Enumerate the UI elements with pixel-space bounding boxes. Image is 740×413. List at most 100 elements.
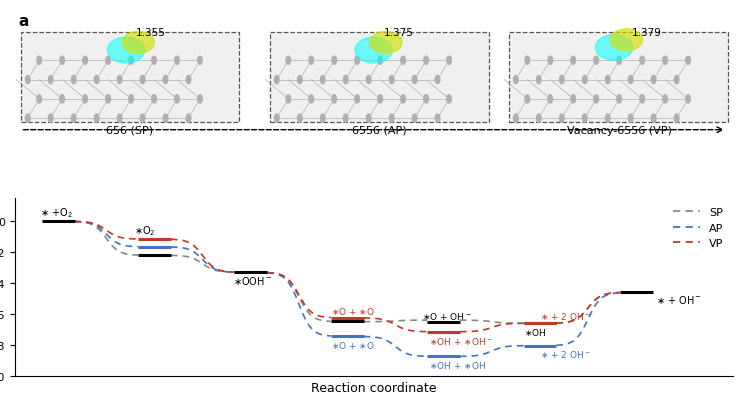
Ellipse shape xyxy=(370,32,402,54)
Circle shape xyxy=(686,57,690,65)
Circle shape xyxy=(651,115,656,123)
Circle shape xyxy=(286,95,291,104)
Circle shape xyxy=(129,95,133,104)
Circle shape xyxy=(514,76,518,85)
Circle shape xyxy=(297,115,302,123)
Circle shape xyxy=(389,76,394,85)
Text: 6556 (AP): 6556 (AP) xyxy=(352,126,407,135)
Circle shape xyxy=(175,57,179,65)
Circle shape xyxy=(297,76,302,85)
Circle shape xyxy=(25,76,30,85)
Legend: SP, AP, VP: SP, AP, VP xyxy=(670,204,727,252)
Circle shape xyxy=(548,57,553,65)
Circle shape xyxy=(366,76,371,85)
Ellipse shape xyxy=(610,30,642,52)
Circle shape xyxy=(674,115,679,123)
Text: $\ast$O + $\ast$O: $\ast$O + $\ast$O xyxy=(331,339,374,350)
Text: $\ast$O + OH$^-$: $\ast$O + OH$^-$ xyxy=(423,310,472,321)
Circle shape xyxy=(389,115,394,123)
Circle shape xyxy=(617,57,622,65)
Circle shape xyxy=(129,57,133,65)
Circle shape xyxy=(640,57,645,65)
Ellipse shape xyxy=(355,38,392,64)
Text: 1.355: 1.355 xyxy=(136,28,166,38)
Circle shape xyxy=(628,115,633,123)
Ellipse shape xyxy=(596,36,633,61)
Circle shape xyxy=(309,57,314,65)
Circle shape xyxy=(663,57,667,65)
Circle shape xyxy=(435,76,440,85)
Circle shape xyxy=(582,115,587,123)
Text: 656 (SP): 656 (SP) xyxy=(106,126,153,135)
Circle shape xyxy=(141,76,145,85)
Circle shape xyxy=(152,95,156,104)
Circle shape xyxy=(198,57,202,65)
Text: $\ast$ + 2 OH$^-$: $\ast$ + 2 OH$^-$ xyxy=(540,311,591,322)
Text: $\ast$OH: $\ast$OH xyxy=(523,326,546,337)
Text: $\ast$OOH$^-$: $\ast$OOH$^-$ xyxy=(232,275,272,287)
Circle shape xyxy=(559,76,564,85)
Text: a: a xyxy=(18,14,29,28)
Circle shape xyxy=(594,57,599,65)
Circle shape xyxy=(332,57,337,65)
Circle shape xyxy=(401,95,406,104)
X-axis label: Reaction coordinate: Reaction coordinate xyxy=(311,381,437,394)
Circle shape xyxy=(48,115,53,123)
Text: $\ast$ + 2 OH$^-$: $\ast$ + 2 OH$^-$ xyxy=(540,349,591,360)
Circle shape xyxy=(275,76,279,85)
Circle shape xyxy=(424,57,428,65)
Circle shape xyxy=(401,57,406,65)
Ellipse shape xyxy=(107,38,145,64)
Circle shape xyxy=(286,57,291,65)
Text: 1.379: 1.379 xyxy=(631,28,662,38)
Circle shape xyxy=(651,76,656,85)
Circle shape xyxy=(617,95,622,104)
Circle shape xyxy=(355,57,360,65)
Circle shape xyxy=(628,76,633,85)
Circle shape xyxy=(412,76,417,85)
Circle shape xyxy=(175,95,179,104)
Circle shape xyxy=(663,95,667,104)
Circle shape xyxy=(412,115,417,123)
Text: 1.375: 1.375 xyxy=(384,28,414,38)
Circle shape xyxy=(71,115,76,123)
Ellipse shape xyxy=(122,32,155,54)
Text: $\ast$O + $\ast$O: $\ast$O + $\ast$O xyxy=(331,305,374,316)
Circle shape xyxy=(164,76,168,85)
Circle shape xyxy=(320,76,325,85)
Circle shape xyxy=(343,76,348,85)
Circle shape xyxy=(447,57,451,65)
Circle shape xyxy=(424,95,428,104)
Circle shape xyxy=(536,115,541,123)
Circle shape xyxy=(674,76,679,85)
Circle shape xyxy=(435,115,440,123)
Circle shape xyxy=(525,95,530,104)
Circle shape xyxy=(640,95,645,104)
Text: $\ast$OH + $\ast$OH$^-$: $\ast$OH + $\ast$OH$^-$ xyxy=(429,335,493,346)
Circle shape xyxy=(536,76,541,85)
Bar xyxy=(21,33,240,123)
Circle shape xyxy=(71,76,76,85)
Circle shape xyxy=(605,76,610,85)
Circle shape xyxy=(48,76,53,85)
Text: $\ast$ +O$_2$: $\ast$ +O$_2$ xyxy=(40,206,73,220)
Circle shape xyxy=(186,76,191,85)
Bar xyxy=(269,33,488,123)
Circle shape xyxy=(275,115,279,123)
Circle shape xyxy=(355,95,360,104)
Text: $\ast$ + OH$^-$: $\ast$ + OH$^-$ xyxy=(656,293,702,305)
Circle shape xyxy=(605,115,610,123)
Circle shape xyxy=(571,57,576,65)
Circle shape xyxy=(83,95,87,104)
Circle shape xyxy=(548,95,553,104)
Text: $\ast$OH + $\ast$OH: $\ast$OH + $\ast$OH xyxy=(429,359,486,370)
Circle shape xyxy=(37,95,41,104)
Circle shape xyxy=(366,115,371,123)
Circle shape xyxy=(106,95,110,104)
Circle shape xyxy=(582,76,587,85)
Circle shape xyxy=(141,115,145,123)
Circle shape xyxy=(60,57,64,65)
Circle shape xyxy=(525,57,530,65)
Circle shape xyxy=(83,57,87,65)
Circle shape xyxy=(94,76,99,85)
